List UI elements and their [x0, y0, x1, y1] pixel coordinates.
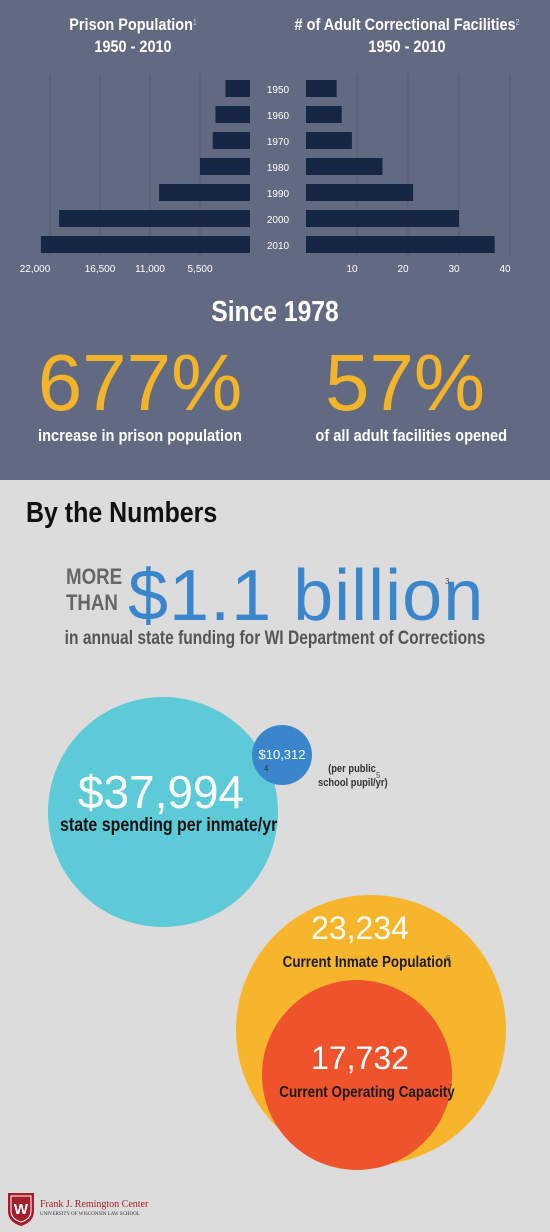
footnote-2: 2 — [515, 18, 520, 27]
prison-population-years: 1950 - 2010 — [94, 37, 172, 56]
facilities-label: of all adult facilities opened — [315, 426, 508, 445]
pupil-label-line1: (per public — [328, 763, 376, 775]
prison-population-bar — [59, 210, 250, 227]
facilities-bar — [306, 158, 383, 175]
since-heading: Since 1978 — [211, 296, 339, 328]
pupil-spending-value: $10,312 — [258, 747, 306, 762]
inmate-population-value: 23,234 — [311, 910, 409, 946]
prison-population-title: Prison Population1 1950 - 2010 — [69, 14, 197, 58]
year-label: 1960 — [267, 111, 290, 122]
remington-center-logo: W Frank J. Remington Center UNIVERSITY O… — [6, 1190, 206, 1228]
prison-increase-label: increase in prison population — [38, 426, 242, 445]
footnote-4: 4 — [264, 764, 269, 773]
facilities-bar — [306, 184, 414, 201]
more-word: MORE — [66, 564, 123, 589]
facilities-years: 1950 - 2010 — [368, 37, 446, 56]
year-label: 1950 — [267, 85, 290, 96]
left-tick-label: 5,500 — [187, 264, 212, 275]
footnote-3: 3 — [445, 577, 450, 586]
prison-increase-percent: 677% — [37, 338, 243, 427]
prison-population-bar — [225, 80, 250, 97]
funding-amount: $1.1 billion — [128, 556, 485, 636]
operating-capacity-label: Current Operating Capacity — [279, 1084, 455, 1101]
logo-name: Frank J. Remington Center — [40, 1199, 149, 1210]
inmate-spending-value: $37,994 — [77, 766, 245, 818]
footnote-7: 7 — [448, 1083, 453, 1092]
facilities-bar — [306, 132, 352, 149]
prison-population-bar — [159, 184, 250, 201]
left-tick-label: 16,500 — [85, 264, 116, 275]
inmate-spending-circle — [48, 697, 278, 927]
facilities-title: # of Adult Correctional Facilities2 1950… — [284, 14, 531, 58]
facilities-percent: 57% — [324, 338, 486, 427]
more-than-label: MORE THAN — [66, 564, 122, 616]
footnote-5: 5 — [376, 771, 381, 780]
population-facilities-chart: 22,000 16,500 11,000 5,500 10 20 30 40 1950 1960 1… — [20, 74, 511, 275]
left-tick-label: 11,000 — [135, 264, 165, 275]
pupil-spending-label: (per public school pupil/yr) — [318, 762, 388, 790]
operating-capacity-value: 17,732 — [311, 1040, 409, 1076]
facilities-bar — [306, 210, 459, 227]
footnote-6: 6 — [446, 954, 451, 963]
by-the-numbers-heading: By the Numbers — [26, 497, 218, 529]
funding-label: in annual state funding for WI Departmen… — [64, 628, 486, 649]
year-label: 1970 — [267, 137, 290, 148]
crest-letter: W — [14, 1201, 29, 1218]
facilities-bar — [306, 80, 337, 97]
year-label: 1980 — [267, 163, 290, 174]
facilities-title-line1: # of Adult Correctional Facilities — [294, 15, 516, 34]
pupil-spending-circle — [252, 725, 312, 785]
right-tick-label: 20 — [397, 264, 409, 275]
inmate-population-label: Current Inmate Population — [282, 954, 452, 971]
footnote-1: 1 — [192, 18, 197, 27]
prison-population-bar — [40, 236, 251, 253]
than-word: THAN — [66, 590, 118, 615]
prison-population-bar — [200, 158, 250, 175]
prison-population-title-line1: Prison Population — [69, 15, 193, 34]
prison-population-bar — [212, 132, 250, 149]
year-label: 2010 — [267, 241, 290, 252]
left-tick-label: 22,000 — [20, 264, 51, 275]
prison-population-bar — [215, 106, 250, 123]
right-tick-label: 30 — [448, 264, 460, 275]
crest-icon: W — [8, 1193, 34, 1226]
right-tick-label: 10 — [346, 264, 358, 275]
pupil-label-line2: school pupil/yr) — [318, 777, 388, 789]
inmate-spending-label: state spending per inmate/yr — [60, 815, 278, 836]
year-label: 1990 — [267, 189, 290, 200]
operating-capacity-circle — [262, 980, 452, 1170]
right-tick-label: 40 — [499, 264, 511, 275]
facilities-bar — [306, 236, 495, 253]
logo-sub: UNIVERSITY OF WISCONSIN LAW SCHOOL — [40, 1212, 140, 1217]
year-label: 2000 — [267, 215, 290, 226]
facilities-bar — [306, 106, 342, 123]
